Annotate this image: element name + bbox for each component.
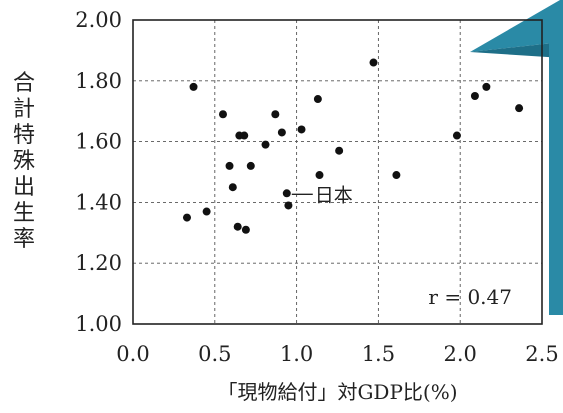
decorative-side-bar xyxy=(549,40,563,315)
correlation-label: r = 0.47 xyxy=(428,285,512,309)
japan-label: 日本 xyxy=(315,184,353,206)
data-point xyxy=(182,213,191,222)
data-point xyxy=(452,131,461,140)
data-point xyxy=(228,183,237,192)
x-tick-label: 1.0 xyxy=(280,342,313,366)
annotations: 日本 r = 0.47 xyxy=(291,184,512,309)
y-axis-label-char: 出 xyxy=(13,175,35,200)
data-point xyxy=(277,128,286,137)
decorative-triangle xyxy=(470,0,563,52)
y-axis-label-char: 殊 xyxy=(13,149,35,174)
data-point xyxy=(515,104,524,113)
decorative-triangle-shadow xyxy=(470,42,563,58)
data-point xyxy=(470,92,479,100)
data-point xyxy=(246,161,255,170)
y-tick-label: 1.40 xyxy=(75,190,122,214)
y-tick-label: 1.60 xyxy=(75,130,122,154)
data-point xyxy=(335,146,344,155)
x-tick-label: 1.5 xyxy=(362,342,395,366)
y-tick-label: 1.20 xyxy=(75,251,122,275)
x-tick-label: 0.0 xyxy=(116,342,149,366)
data-point xyxy=(282,189,291,198)
data-point xyxy=(225,161,234,170)
data-point xyxy=(189,82,198,91)
data-point xyxy=(218,110,227,119)
x-tick-label: 2.5 xyxy=(525,342,558,366)
data-point xyxy=(284,201,293,210)
x-tick-label: 2.0 xyxy=(443,342,476,366)
data-point xyxy=(241,225,250,234)
decoration-layer xyxy=(470,0,563,315)
y-axis-label-char: 率 xyxy=(13,227,35,252)
data-point xyxy=(369,58,378,67)
plot-frame xyxy=(132,19,543,325)
data-point xyxy=(233,222,242,231)
data-point xyxy=(297,125,306,134)
data-point xyxy=(240,131,249,140)
data-point xyxy=(271,110,280,119)
y-axis-label-char: 計 xyxy=(13,97,35,122)
y-axis-label-char: 合 xyxy=(13,71,35,96)
data-points xyxy=(182,58,524,234)
data-point xyxy=(261,140,270,149)
y-axis-label-char: 特 xyxy=(13,123,35,148)
x-tick-label: 0.5 xyxy=(198,342,231,366)
grid-lines xyxy=(133,20,542,324)
y-axis-ticks: 1.00 1.20 1.40 1.60 1.80 2.00 xyxy=(75,8,122,336)
data-point xyxy=(392,171,401,180)
y-axis-label-char: 生 xyxy=(13,201,35,226)
y-tick-label: 1.80 xyxy=(75,69,122,93)
y-tick-label: 1.00 xyxy=(75,312,122,336)
data-point xyxy=(315,171,324,180)
y-tick-label: 2.00 xyxy=(75,8,122,32)
x-axis-ticks: 0.0 0.5 1.0 1.5 2.0 2.5 xyxy=(116,342,558,366)
data-point xyxy=(202,207,211,216)
data-point xyxy=(482,82,491,91)
x-axis-label: 「現物給付」対GDP比(%) xyxy=(217,380,457,404)
data-point xyxy=(313,95,322,104)
